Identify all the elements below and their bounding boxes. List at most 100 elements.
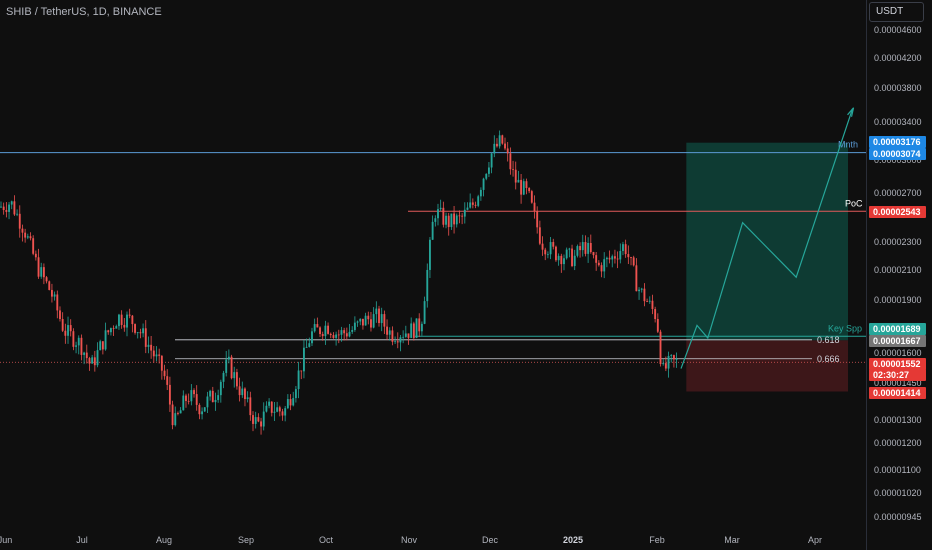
time-tick-label: Aug [156,535,172,545]
candle-body [246,397,249,400]
price-badge-label: 0.00003074 [873,149,921,159]
price-tick-label: 0.00001020 [874,488,922,498]
candle-body [517,179,520,183]
candle-body [96,350,99,366]
candle-body [335,334,338,338]
candle-body [34,253,37,258]
candle-body [466,207,469,210]
candle-body [227,356,230,360]
projection-arrow-head [847,107,855,117]
price-badge [869,335,926,347]
candle-body [332,335,335,338]
candle-body [370,319,372,328]
candle-body [222,372,225,382]
candle-body [18,213,21,229]
candle-body [372,314,375,328]
candle-body [638,289,640,292]
candle-body [297,370,300,390]
candle-body [300,370,303,372]
candle-body [514,169,517,183]
candle-body [410,323,413,338]
candle-body [600,265,603,272]
candle-body [533,202,536,212]
candle-body [48,281,51,290]
candle-body [378,308,380,324]
candle-body [675,359,678,360]
candle-body [142,328,145,334]
candle-body [391,330,394,342]
candle-body [490,153,493,168]
candle-body [565,249,568,259]
candle-body [126,314,128,328]
position-target-zone [686,142,848,341]
price-badge-label: 0.00001414 [873,388,921,398]
candle-body [404,333,407,337]
time-tick-label: 2025 [563,535,583,545]
candle-body [375,308,378,315]
time-tick-label: Feb [649,535,665,545]
candle-body [479,189,482,197]
candle-body [69,325,72,332]
candle-body [174,413,177,426]
price-tick-label: 0.00002300 [874,237,922,247]
candle-body [426,269,429,302]
candle-body [662,363,665,365]
price-tick-label: 0.00000945 [874,512,922,522]
candle-body [496,143,498,147]
candle-body [67,325,69,336]
candle-body [659,331,662,365]
candle-body [445,215,447,225]
candle-body [150,344,153,351]
candle-body [158,354,161,356]
candle-body [155,354,158,357]
candle-body [651,300,654,310]
candle-body [56,294,59,311]
candle-body [359,318,362,322]
time-tick-label: Sep [238,535,254,545]
candle-body [268,401,271,406]
candle-body [45,277,48,282]
candle-body [453,213,456,225]
price-badge [869,323,926,335]
candle-body [42,267,45,278]
candle-body [667,355,670,369]
candle-body [388,330,391,335]
candle-body [284,408,287,416]
candle-body [72,331,75,347]
fib-label-0666: 0.666 [817,354,840,364]
candle-body [343,330,346,334]
candle-body [619,250,622,260]
candle-body [608,257,611,260]
candle-body [412,323,415,338]
candle-body [340,330,343,335]
candle-body [627,254,630,258]
candle-body [632,257,635,266]
price-tick-label: 0.00003800 [874,83,922,93]
candle-body [139,332,142,334]
candle-body [364,315,367,326]
candle-body [345,333,348,337]
candle-body [622,244,624,251]
candle-body [316,324,319,328]
candle-body [177,413,179,414]
price-tick-label: 0.00001600 [874,348,922,358]
candle-body [163,370,166,377]
candle-body [8,204,10,212]
candle-body [101,341,104,350]
candle-body [24,232,27,238]
candle-body [501,135,504,144]
candle-body [571,248,573,267]
candle-body [512,169,514,171]
currency-unit-button[interactable]: USDT [869,2,924,22]
candle-body [61,319,64,331]
candle-body [549,242,552,255]
price-tick-label: 0.00001900 [874,295,922,305]
candle-body [461,215,464,217]
candle-body [509,153,512,170]
candle-body [80,337,83,355]
candle-body [168,384,171,405]
candle-body [506,148,509,154]
candle-body [581,242,584,251]
candle-body [182,395,185,411]
